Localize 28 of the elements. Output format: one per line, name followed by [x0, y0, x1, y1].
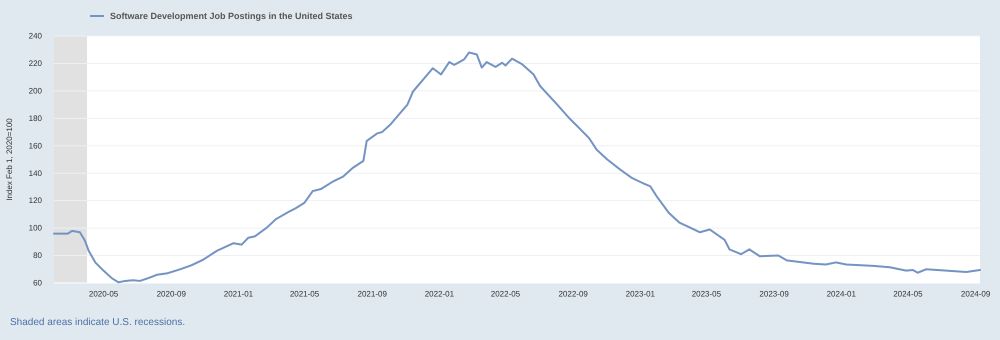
- x-tick-label: 2022-05: [490, 290, 521, 299]
- line-series: [53, 51, 981, 284]
- x-tick-label: 2021-09: [358, 290, 388, 299]
- y-tick-label: 180: [28, 114, 43, 123]
- y-tick-label: 100: [28, 224, 43, 233]
- y-tick-label: 120: [28, 196, 43, 206]
- legend-label: Software Development Job Postings in the United States: [110, 11, 353, 21]
- y-tick-label: 80: [33, 251, 43, 260]
- x-tick-label: 2024-05: [893, 290, 924, 299]
- x-tick-label: 2023-05: [692, 290, 722, 299]
- x-tick-label: 2022-09: [558, 290, 588, 299]
- x-tick-label: 2020-05: [88, 290, 119, 299]
- x-tick-label: 2022-01: [424, 290, 455, 299]
- y-tick-label: 200: [28, 86, 43, 96]
- y-tick-label: 140: [28, 168, 43, 178]
- y-tick-label: 220: [28, 59, 43, 68]
- x-tick-label: 2023-01: [626, 290, 656, 299]
- x-tick-label: 2021-05: [290, 290, 320, 299]
- x-tick-label: 2024-09: [960, 290, 991, 299]
- x-tick-label: 2024-01: [826, 290, 856, 299]
- y-tick-label: 160: [28, 141, 43, 150]
- y-tick-label: 60: [33, 278, 43, 288]
- x-tick-label: 2021-01: [224, 290, 254, 299]
- y-axis-title: Index Feb 1, 2020=100: [5, 118, 14, 201]
- text: Shaded areas indicate U.S. recessions.: [10, 317, 186, 328]
- x-tick-label: 2020-09: [156, 290, 186, 299]
- y-tick-label: 240: [28, 32, 43, 41]
- x-tick-label: 2023-09: [759, 290, 790, 299]
